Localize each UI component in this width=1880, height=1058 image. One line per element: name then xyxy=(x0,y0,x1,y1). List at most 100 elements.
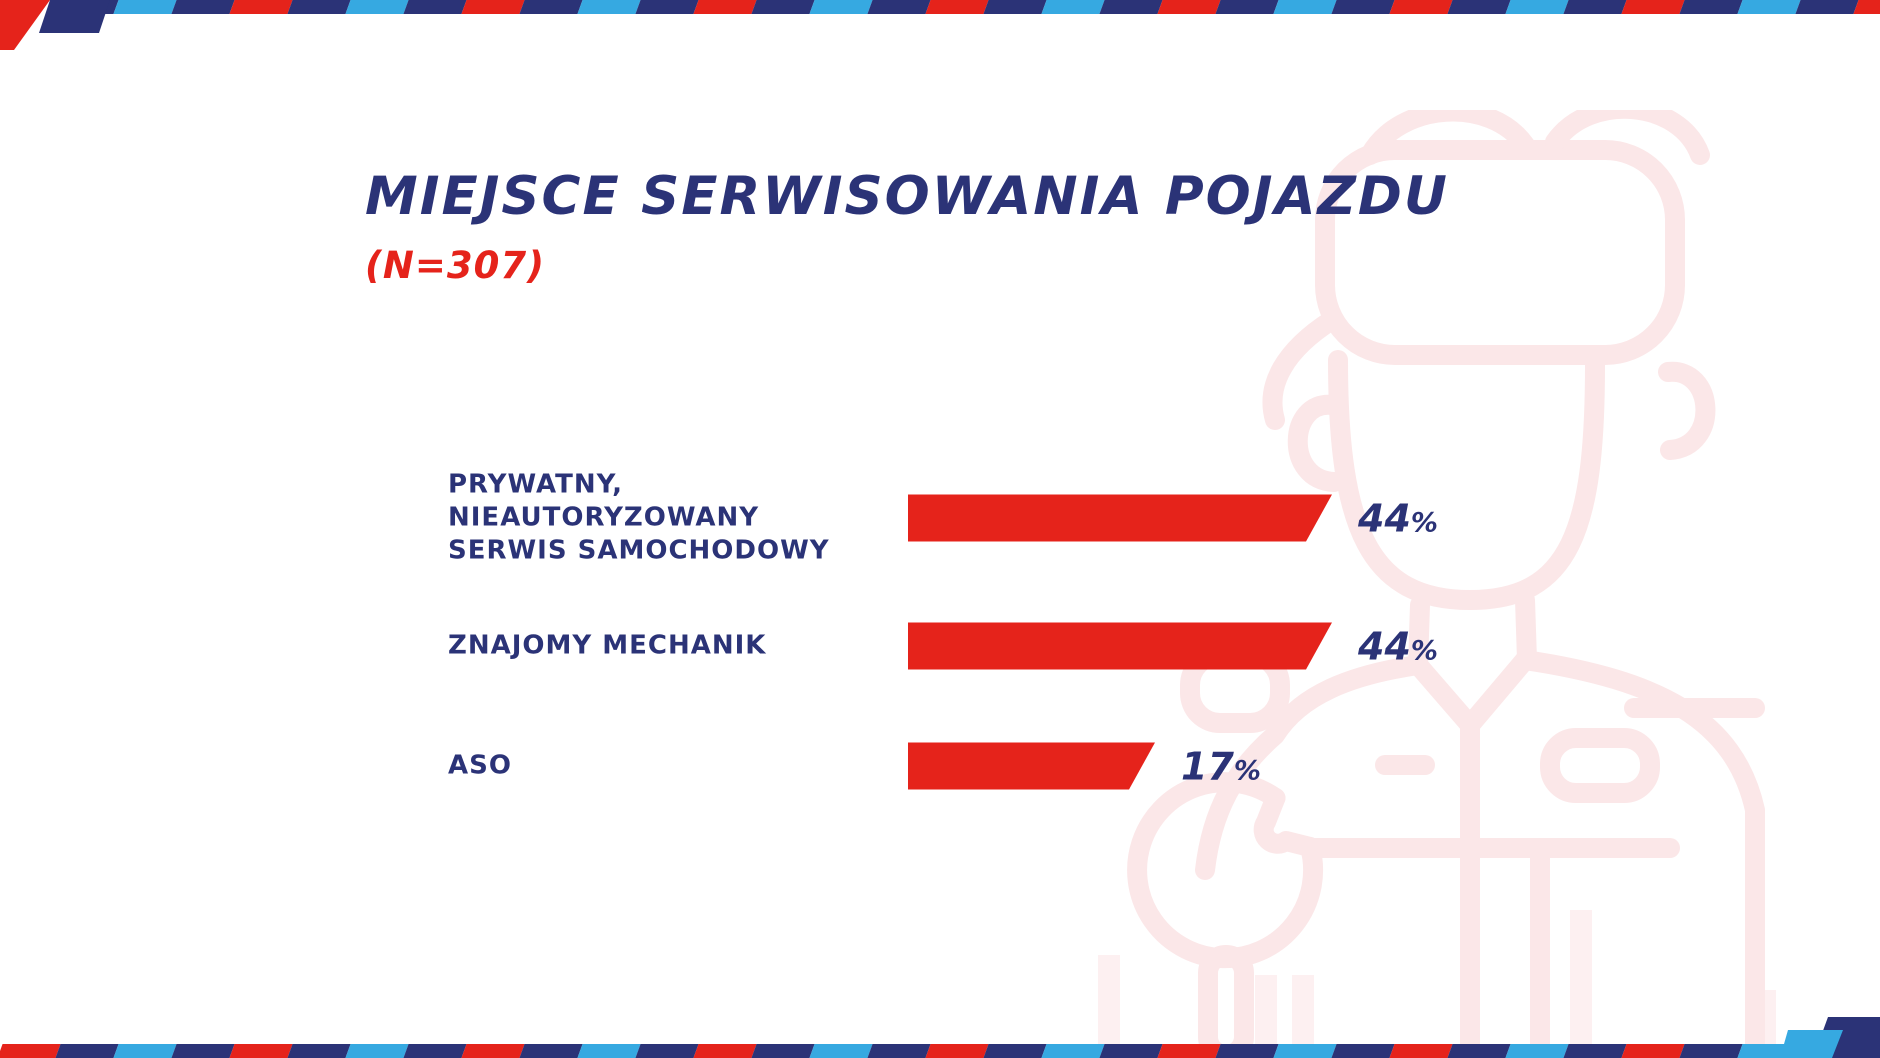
band-segment xyxy=(345,0,409,14)
band-segment xyxy=(635,0,699,14)
chart-row: ZNAJOMY MECHANIK 44% xyxy=(448,623,1880,670)
navy-corner-block xyxy=(39,0,110,33)
band-segment xyxy=(1331,1044,1395,1058)
cap-crown xyxy=(1545,110,1710,165)
bar xyxy=(908,743,1155,790)
band-segment xyxy=(461,1044,525,1058)
bar-value-number: 44 xyxy=(1358,496,1411,540)
band-segment xyxy=(983,0,1047,14)
band-segment xyxy=(403,1044,467,1058)
shirt-stripe xyxy=(1292,975,1314,1058)
bar xyxy=(908,623,1332,670)
band-segment xyxy=(577,1044,641,1058)
band-segment xyxy=(345,1044,409,1058)
neck xyxy=(1515,590,1537,670)
band-segment xyxy=(577,0,641,14)
band-segment xyxy=(983,1044,1047,1058)
chest-pocket xyxy=(1540,728,1660,803)
band-segment xyxy=(751,0,815,14)
left-shoulder xyxy=(1195,655,1428,880)
wrench-handle xyxy=(1198,945,1254,1058)
band-segment xyxy=(1041,0,1105,14)
band-segment xyxy=(1273,1044,1337,1058)
percent-sign: % xyxy=(1410,635,1438,666)
cap-visor xyxy=(1262,310,1342,430)
band-segment xyxy=(809,1044,873,1058)
band-segment xyxy=(171,0,235,14)
band-segment xyxy=(1679,0,1743,14)
bar-label-line: PRYWATNY, xyxy=(448,469,623,500)
band-segment xyxy=(113,0,177,14)
band-segment xyxy=(809,0,873,14)
chart-row: PRYWATNY, NIEAUTORYZOWANY SERWIS SAMOCHO… xyxy=(448,469,1880,568)
band-segment xyxy=(1447,0,1511,14)
band-segment xyxy=(1795,0,1859,14)
chart-row: ASO 17% xyxy=(448,743,1880,790)
band-segment xyxy=(1389,0,1453,14)
band-segment xyxy=(1505,1044,1569,1058)
bar-label: PRYWATNY, NIEAUTORYZOWANY SERWIS SAMOCHO… xyxy=(448,469,908,568)
bottom-stripe-band xyxy=(0,1044,1880,1058)
band-segment xyxy=(113,1044,177,1058)
sample-size-label: (N=307) xyxy=(365,244,546,287)
band-segment xyxy=(1563,1044,1627,1058)
page-title: MIEJSCE SERWISOWANIA POJAZDU xyxy=(365,166,1449,227)
top-stripe-band xyxy=(58,0,1880,14)
band-segment xyxy=(1041,1044,1105,1058)
band-segment xyxy=(0,1044,61,1058)
neck xyxy=(1408,595,1430,675)
bar xyxy=(908,495,1332,542)
bar-label: ASO xyxy=(448,750,908,783)
bar-label-line: SERWIS SAMOCHODOWY xyxy=(448,535,830,566)
bar-value-number: 44 xyxy=(1358,624,1411,668)
wrench-head xyxy=(1127,772,1324,969)
band-segment xyxy=(1563,0,1627,14)
band-segment xyxy=(867,0,931,14)
band-segment xyxy=(1099,1044,1163,1058)
band-segment xyxy=(693,1044,757,1058)
band-segment xyxy=(229,0,293,14)
band-segment xyxy=(1679,1044,1743,1058)
face-outline xyxy=(1328,350,1605,610)
band-segment xyxy=(693,0,757,14)
shirt-stripe xyxy=(1255,975,1277,1058)
bar-value-number: 17 xyxy=(1181,744,1234,788)
band-segment xyxy=(1099,0,1163,14)
cap-crown xyxy=(1360,110,1535,165)
bar-value: 44% xyxy=(1358,624,1438,668)
band-segment xyxy=(229,1044,293,1058)
band-segment xyxy=(925,0,989,14)
band-segment xyxy=(519,0,583,14)
bar-label-line: NIEAUTORYZOWANY xyxy=(448,502,760,533)
mechanic-illustration xyxy=(1098,110,1776,1058)
bar-label-line: ASO xyxy=(448,750,512,781)
bar-value: 17% xyxy=(1181,744,1261,788)
band-segment xyxy=(1157,0,1221,14)
band-segment xyxy=(751,1044,815,1058)
right-ear xyxy=(1658,361,1716,460)
lightblue-corner-block xyxy=(1780,1030,1843,1058)
band-segment xyxy=(1621,1044,1685,1058)
shirt-stripe xyxy=(1098,955,1120,1058)
percent-sign: % xyxy=(1410,507,1438,538)
top-left-corner-accent xyxy=(0,0,110,50)
wrench-jaw xyxy=(1253,788,1320,857)
shirt-stripe xyxy=(1570,910,1592,1058)
bar-label-line: ZNAJOMY MECHANIK xyxy=(448,630,767,661)
band-segment xyxy=(1273,0,1337,14)
bottom-right-corner-accent xyxy=(1780,1017,1880,1058)
percent-sign: % xyxy=(1233,755,1261,786)
right-shoulder xyxy=(1515,650,1765,1058)
band-segment xyxy=(519,1044,583,1058)
band-segment xyxy=(287,1044,351,1058)
band-segment xyxy=(1853,0,1880,14)
band-segment xyxy=(867,1044,931,1058)
band-segment xyxy=(925,1044,989,1058)
band-segment xyxy=(1215,0,1279,14)
band-segment xyxy=(1447,1044,1511,1058)
band-segment xyxy=(287,0,351,14)
band-segment xyxy=(171,1044,235,1058)
band-segment xyxy=(1621,0,1685,14)
bar-label: ZNAJOMY MECHANIK xyxy=(448,630,908,663)
band-segment xyxy=(1505,0,1569,14)
